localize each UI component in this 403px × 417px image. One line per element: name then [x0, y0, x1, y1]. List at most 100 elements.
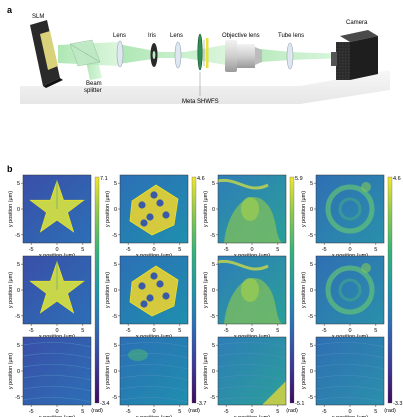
beam-splitter-label-line1: Beam	[86, 81, 102, 87]
y-tick-label: -5	[210, 233, 215, 239]
tube-lens	[286, 42, 294, 70]
panel-a-setup-diagram: a SLM Beam splitter Lens Iris	[7, 5, 390, 105]
y-tick-label: 5	[212, 343, 215, 349]
y-tick-label: -5	[112, 233, 117, 239]
x-tick-label: -5	[322, 247, 327, 253]
y-tick-label: 5	[17, 343, 20, 349]
ring-shape	[325, 184, 375, 234]
x-tick-label: -5	[224, 328, 229, 334]
colorbar-unit-label: (rad)	[188, 408, 200, 414]
x-tick-label: 5	[178, 409, 181, 415]
colorbar-unit-label: (rad)	[384, 408, 396, 414]
x-axis-label: x position (μm)	[136, 415, 172, 417]
y-axis-label: y position (μm)	[301, 191, 307, 227]
x-tick-label: 5	[276, 328, 279, 334]
y-axis-label: y position (μm)	[301, 272, 307, 308]
beam-splitter-label-line2: splitter	[84, 88, 102, 94]
colorbar-c3: 5.9 -5.1(rad)	[286, 176, 304, 414]
y-tick-label: 5	[212, 262, 215, 268]
y-tick-label: 0	[212, 288, 215, 294]
y-tick-label: 0	[212, 207, 215, 213]
y-tick-label: 5	[17, 181, 20, 187]
colorbar-max-label: 4.6	[393, 176, 401, 182]
x-axis-label: x position (μm)	[39, 415, 75, 417]
y-tick-label: 5	[310, 181, 313, 187]
phase-map-image	[23, 337, 91, 405]
y-tick-label: 0	[17, 369, 20, 375]
y-tick-label: 5	[310, 262, 313, 268]
meta-shwfs	[197, 33, 209, 71]
y-axis-label: y position (μm)	[8, 353, 14, 389]
y-tick-label: -5	[112, 395, 117, 401]
phase-map-r3-c3: -5 0 5 5 0 -5 x position (μm) y position (μm)	[203, 336, 287, 417]
y-tick-label: 5	[114, 343, 117, 349]
y-tick-label: 0	[114, 288, 117, 294]
y-axis-label: y position (μm)	[203, 353, 209, 389]
colorbar-min-label: -3.3	[393, 401, 402, 407]
y-tick-label: 0	[17, 207, 20, 213]
y-tick-label: 5	[114, 262, 117, 268]
y-tick-label: -5	[308, 395, 313, 401]
colorbar-c2: 4.6 -3.7(rad)	[188, 176, 206, 414]
x-tick-label: -5	[322, 328, 327, 334]
colorbar-c1: 7.1 -3.4(rad)	[91, 176, 109, 414]
y-tick-label: 0	[212, 369, 215, 375]
lens-2-label: Lens	[170, 33, 183, 39]
y-tick-label: 0	[310, 288, 313, 294]
y-axis-label: y position (μm)	[8, 191, 14, 227]
x-tick-label: -5	[126, 328, 131, 334]
y-tick-label: -5	[15, 233, 20, 239]
lens-1	[116, 40, 124, 68]
colorbar-unit-label: (rad)	[286, 408, 298, 414]
y-tick-label: -5	[15, 314, 20, 320]
x-tick-label: 0	[152, 247, 155, 253]
y-axis-label: y position (μm)	[203, 272, 209, 308]
panel-b-label: b	[7, 164, 13, 174]
colorbar-min-label: -3.4	[100, 401, 109, 407]
ring-shape	[325, 265, 375, 315]
slm-label: SLM	[32, 14, 44, 20]
x-tick-label: -5	[29, 409, 34, 415]
x-tick-label: 0	[250, 328, 253, 334]
x-tick-label: 5	[178, 247, 181, 253]
tube-lens-label: Tube lens	[278, 33, 304, 39]
x-tick-label: -5	[224, 409, 229, 415]
x-tick-label: 5	[374, 247, 377, 253]
y-tick-label: 0	[310, 207, 313, 213]
y-tick-label: 5	[212, 181, 215, 187]
x-tick-label: -5	[126, 247, 131, 253]
colorbar-c4: 4.6 -3.3(rad)	[384, 176, 402, 414]
y-axis-label: y position (μm)	[105, 353, 111, 389]
y-tick-label: 0	[17, 288, 20, 294]
x-tick-label: -5	[29, 247, 34, 253]
colorbar-min-label: -3.7	[197, 401, 206, 407]
x-axis-label: x position (μm)	[332, 415, 368, 417]
x-tick-label: 5	[178, 328, 181, 334]
phase-map-r3-c2: -5 0 5 5 0 -5 x position (μm) y position (μm)	[105, 336, 189, 417]
y-tick-label: 5	[310, 343, 313, 349]
y-tick-label: -5	[112, 314, 117, 320]
x-tick-label: 5	[81, 328, 84, 334]
colorbar-min-label: -5.1	[295, 401, 304, 407]
x-tick-label: 5	[374, 328, 377, 334]
x-tick-label: 5	[81, 409, 84, 415]
lens-1-label: Lens	[113, 33, 126, 39]
y-axis-label: y position (μm)	[105, 272, 111, 308]
x-axis-label: x position (μm)	[234, 415, 270, 417]
x-tick-label: -5	[224, 247, 229, 253]
iris-label: Iris	[148, 33, 156, 39]
phase-map-image	[316, 337, 384, 405]
y-tick-label: -5	[15, 395, 20, 401]
phase-map-image	[120, 337, 188, 405]
y-tick-label: 0	[114, 369, 117, 375]
x-tick-label: 0	[348, 328, 351, 334]
y-axis-label: y position (μm)	[203, 191, 209, 227]
lens-2	[174, 41, 182, 69]
x-tick-label: -5	[126, 409, 131, 415]
